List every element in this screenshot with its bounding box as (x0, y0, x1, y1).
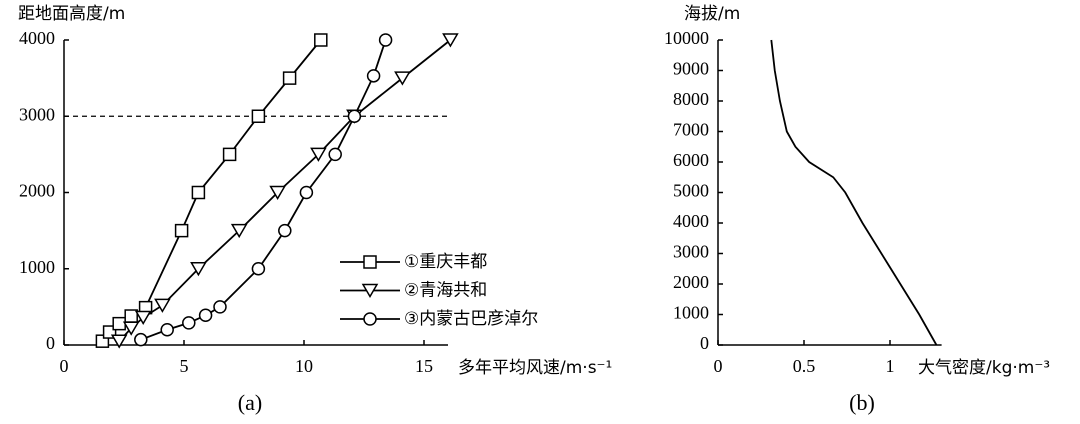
marker-square (222, 147, 237, 162)
x-tick-label: 0 (714, 356, 723, 376)
y-tick-label: 6000 (673, 150, 709, 170)
legend-label: ③内蒙古巴彦淖尔 (404, 309, 538, 329)
chart-title: (b) (849, 390, 875, 415)
series-line (140, 39, 387, 341)
marker-square (282, 71, 297, 85)
marker-circle (299, 185, 314, 200)
marker-circle (378, 33, 393, 47)
marker-triangle (361, 283, 379, 298)
y-tick-label: 5000 (673, 181, 709, 201)
marker-circle (160, 323, 174, 337)
marker-circle (251, 262, 266, 276)
marker-triangle (394, 71, 411, 86)
series-line (770, 39, 938, 346)
x-tick-label: 10 (295, 356, 313, 376)
y-tick-label: 10000 (664, 28, 709, 48)
marker-triangle (310, 147, 327, 162)
marker-circle (198, 308, 213, 323)
x-tick-label: 5 (180, 356, 189, 376)
x-tick-label: 15 (415, 356, 433, 376)
marker-square (112, 316, 126, 331)
marker-square (191, 185, 206, 200)
legend-label: ②青海共和 (404, 281, 487, 301)
y-tick-label: 7000 (673, 120, 709, 140)
marker-triangle (269, 185, 286, 200)
y-tick-label: 9000 (673, 59, 709, 79)
x-axis-label: 多年平均风速/m·s⁻¹ (458, 358, 612, 378)
marker-circle (134, 332, 148, 347)
x-tick-label: 1 (886, 356, 895, 376)
y-tick-label: 4000 (673, 211, 709, 231)
marker-triangle (154, 298, 171, 313)
y-tick-label: 2000 (673, 272, 709, 292)
y-tick-label: 3000 (19, 104, 55, 124)
x-tick-label: 0.5 (793, 356, 816, 376)
marker-circle (182, 316, 196, 330)
marker-circle (213, 300, 227, 314)
marker-circle (363, 312, 377, 326)
marker-triangle (122, 321, 140, 336)
y-tick-label: 8000 (673, 89, 709, 109)
marker-square (174, 223, 189, 238)
marker-square (124, 309, 138, 323)
marker-triangle (442, 33, 459, 48)
y-axis-label: 距地面高度/m (18, 4, 125, 24)
legend-label: ①重庆丰都 (404, 252, 487, 272)
marker-triangle (230, 223, 248, 239)
y-tick-label: 3000 (673, 242, 709, 262)
series-line (101, 39, 322, 342)
marker-triangle (190, 262, 207, 277)
marker-circle (366, 69, 381, 83)
chart-title: (a) (238, 390, 262, 415)
marker-square (314, 33, 328, 47)
marker-circle (347, 109, 362, 123)
marker-triangle (134, 310, 152, 326)
marker-square (363, 255, 377, 269)
y-axis-label: 海拔/m (684, 4, 740, 24)
marker-circle (328, 147, 342, 162)
y-tick-label: 0 (700, 333, 709, 353)
y-tick-label: 0 (46, 333, 55, 353)
y-tick-label: 1000 (19, 257, 55, 277)
marker-circle (278, 223, 292, 238)
marker-square (251, 109, 266, 123)
y-tick-label: 1000 (673, 303, 709, 323)
marker-triangle (110, 334, 128, 349)
x-axis-label: 大气密度/kg·m⁻³ (918, 358, 1050, 378)
x-tick-label: 0 (60, 356, 69, 376)
y-tick-label: 2000 (19, 181, 55, 201)
y-tick-label: 4000 (19, 28, 55, 48)
